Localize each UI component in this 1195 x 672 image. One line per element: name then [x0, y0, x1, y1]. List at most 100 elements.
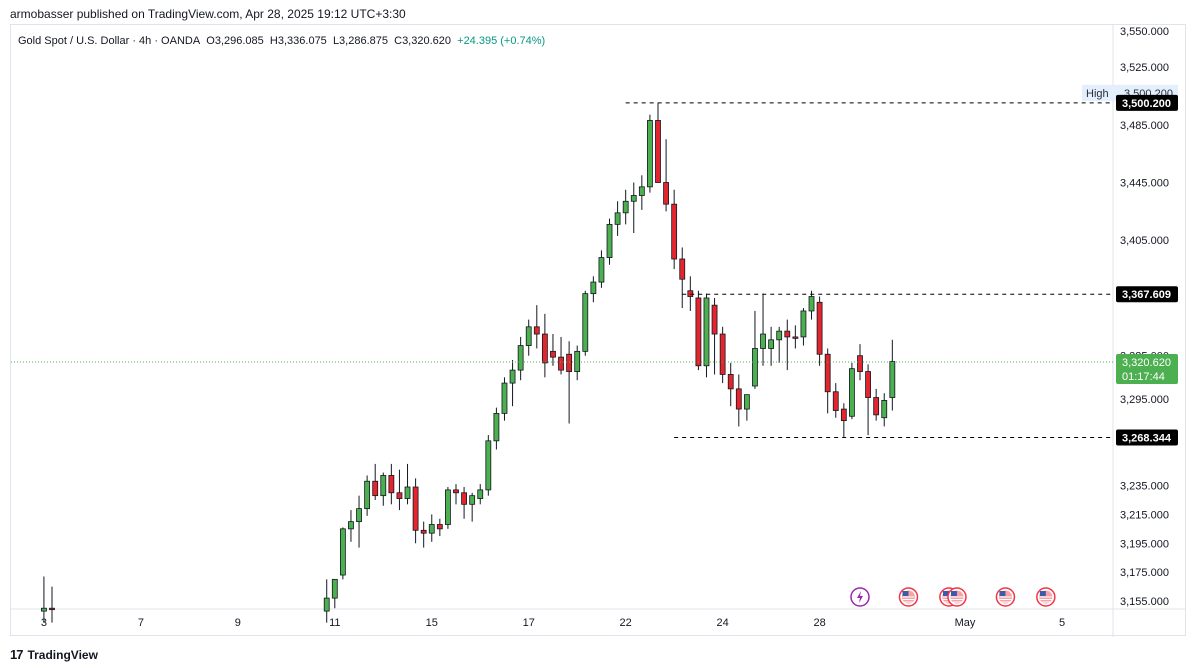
candle-bearish[interactable] — [695, 297, 702, 367]
candle-bullish[interactable] — [404, 486, 411, 499]
bar-countdown: 01:17:44 — [1122, 371, 1165, 383]
candle-bearish[interactable] — [679, 258, 686, 280]
time-tick-label: 24 — [717, 617, 729, 629]
candle-bullish[interactable] — [768, 339, 775, 349]
price-tick-label: 3,445.000 — [1120, 178, 1169, 190]
candle-bullish[interactable] — [647, 120, 653, 188]
candle-bullish[interactable] — [485, 440, 492, 491]
price-tick-label: 3,175.000 — [1120, 567, 1169, 579]
candle-bearish[interactable] — [453, 489, 459, 494]
candle-bullish[interactable] — [703, 297, 710, 367]
candle-bullish[interactable] — [808, 296, 815, 312]
time-tick-label: 28 — [813, 617, 825, 629]
us-flag-canton — [942, 591, 949, 596]
price-tick-label: 3,525.000 — [1120, 62, 1169, 74]
candle-bearish[interactable] — [824, 353, 831, 393]
candle-bullish[interactable] — [622, 200, 629, 214]
candle-bearish[interactable] — [735, 388, 742, 410]
candle-bullish[interactable] — [743, 394, 750, 410]
time-tick-label: 3 — [41, 617, 47, 629]
candle-bullish[interactable] — [493, 413, 500, 442]
candle-bearish[interactable] — [873, 397, 880, 416]
price-level-label: 3,268.344 — [1122, 432, 1172, 444]
candle-bearish[interactable] — [727, 374, 734, 390]
candle-bullish[interactable] — [849, 368, 855, 417]
candle-bearish[interactable] — [857, 355, 863, 372]
price-level-label: 3,367.609 — [1122, 289, 1171, 301]
candle-bullish[interactable] — [881, 400, 888, 419]
candle-bullish[interactable] — [501, 382, 508, 414]
candle-bearish[interactable] — [541, 333, 548, 364]
candle-bullish[interactable] — [638, 186, 645, 196]
time-tick-label: May — [955, 617, 976, 629]
candle-bullish[interactable] — [331, 578, 338, 599]
candle-bearish[interactable] — [372, 480, 379, 497]
candle-bullish[interactable] — [517, 345, 524, 371]
candle-bullish[interactable] — [630, 195, 637, 202]
candle-bearish[interactable] — [865, 371, 871, 398]
us-flag-canton — [1039, 591, 1046, 596]
candle-bearish[interactable] — [711, 304, 718, 335]
candle-bearish[interactable] — [784, 330, 791, 338]
candle-bullish[interactable] — [800, 310, 807, 338]
candle-bullish[interactable] — [606, 223, 613, 258]
candle-bullish[interactable] — [525, 326, 532, 346]
candle-bearish[interactable] — [687, 290, 694, 297]
tradingview-footer[interactable]: 17 TradingView — [10, 647, 98, 662]
candle-bullish[interactable] — [41, 607, 47, 612]
candle-bullish[interactable] — [469, 495, 476, 505]
candle-bearish[interactable] — [396, 492, 403, 499]
candle-bearish[interactable] — [388, 475, 395, 494]
price-tick-label: 3,195.000 — [1120, 538, 1169, 550]
candle-bearish[interactable] — [420, 529, 427, 534]
candle-bearish[interactable] — [719, 333, 726, 375]
price-tick-label: 3,235.000 — [1120, 481, 1169, 493]
candle-bullish[interactable] — [590, 281, 597, 295]
price-tick-label: 3,550.000 — [1120, 26, 1169, 38]
candle-bullish[interactable] — [339, 528, 346, 576]
legend-low: L3,286.875 — [332, 35, 388, 47]
candle-bullish[interactable] — [752, 348, 758, 387]
candle-bearish[interactable] — [558, 356, 564, 371]
candle-bearish[interactable] — [49, 607, 55, 611]
time-tick-label: 15 — [426, 617, 438, 629]
candle-bullish[interactable] — [760, 333, 766, 349]
candle-bullish[interactable] — [582, 293, 589, 352]
candle-bullish[interactable] — [509, 369, 516, 384]
candle-bullish[interactable] — [445, 489, 451, 525]
candle-bullish[interactable] — [477, 489, 484, 499]
candle-bearish[interactable] — [832, 391, 839, 411]
candle-bullish[interactable] — [364, 480, 371, 510]
candle-bullish[interactable] — [428, 524, 435, 534]
candle-bearish[interactable] — [412, 486, 419, 531]
candle-bearish[interactable] — [655, 120, 661, 183]
price-level-label: 3,500.200 — [1122, 98, 1171, 110]
candle-bearish[interactable] — [663, 182, 669, 205]
candle-bullish[interactable] — [348, 521, 354, 530]
candle-bullish[interactable] — [776, 330, 783, 341]
chart-frame[interactable] — [10, 24, 1186, 636]
last-price-label-bg — [1116, 354, 1178, 385]
candle-bearish[interactable] — [436, 524, 443, 530]
us-flag-canton — [950, 591, 957, 596]
candle-bullish[interactable] — [614, 212, 621, 225]
us-flag-canton — [999, 591, 1006, 596]
time-tick-label: 9 — [235, 617, 241, 629]
candle-bullish[interactable] — [598, 257, 605, 283]
candle-bearish[interactable] — [792, 336, 799, 339]
candle-bearish[interactable] — [533, 326, 540, 335]
candle-bearish[interactable] — [566, 353, 573, 372]
candle-bearish[interactable] — [550, 350, 556, 358]
candle-bearish[interactable] — [816, 301, 823, 355]
candle-bullish[interactable] — [380, 475, 387, 497]
candle-bullish[interactable] — [574, 350, 581, 372]
candle-bullish[interactable] — [889, 361, 896, 398]
candle-bullish[interactable] — [356, 508, 362, 523]
candle-bullish[interactable] — [323, 597, 330, 612]
time-tick-label: 22 — [620, 617, 632, 629]
time-tick-label: 17 — [523, 617, 535, 629]
candle-bearish[interactable] — [671, 203, 678, 260]
candle-bearish[interactable] — [461, 492, 467, 505]
candle-bearish[interactable] — [840, 408, 847, 422]
